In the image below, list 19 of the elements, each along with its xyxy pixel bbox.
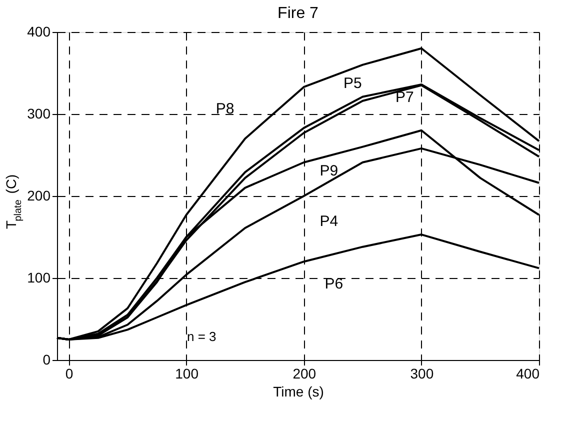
x-tick-label: 400 (516, 366, 540, 382)
x-tick-label: 100 (175, 366, 199, 382)
series-label: P8 (216, 100, 234, 118)
series-label: P7 (395, 88, 414, 106)
y-tick-label: 0 (42, 352, 51, 368)
annotation: n = 3 (187, 329, 216, 344)
y-tick-label: 300 (27, 106, 51, 122)
x-tick-label: 200 (292, 366, 316, 382)
chart-title: Fire 7 (278, 5, 319, 22)
series-label: P9 (320, 162, 338, 180)
series-label: P5 (343, 74, 362, 92)
x-tick-label: 0 (65, 366, 74, 382)
y-axis-title: Tplate (C) (3, 174, 24, 229)
x-axis-title: Time (s) (273, 384, 324, 400)
y-tick-label: 100 (27, 270, 51, 286)
y-tick-label: 200 (27, 188, 51, 204)
y-tick-label: 400 (27, 24, 51, 40)
x-tick-label: 300 (410, 366, 434, 382)
series-label: P4 (320, 213, 338, 230)
